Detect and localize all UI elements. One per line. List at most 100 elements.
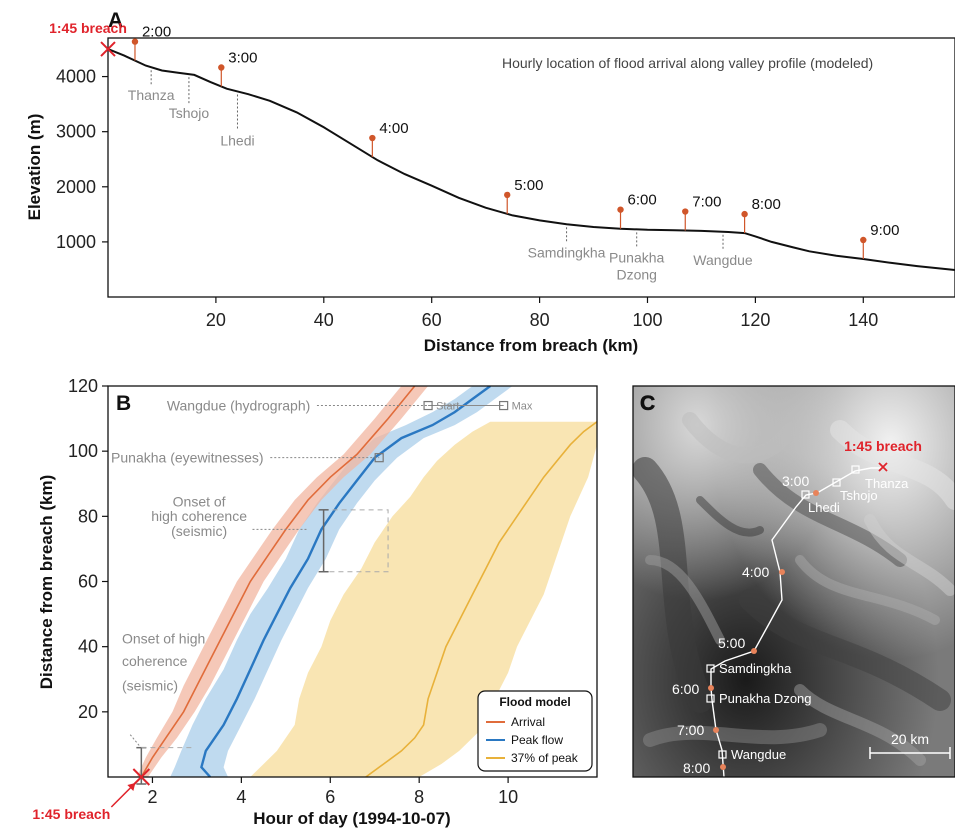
panel-b-legend: Flood model Arrival Peak flow 37% of pea… (477, 690, 593, 772)
y-tick-label-3000: 3000 (56, 122, 96, 142)
legend-title: Flood model (499, 695, 570, 709)
panel-b-y-label: Distance from breach (km) (37, 475, 56, 689)
map-place-wangdue: Wangdue (731, 747, 786, 762)
b-y-tick-label-40: 40 (78, 637, 98, 657)
map-place-marker-tshojo (832, 478, 841, 487)
wangdue-start-marker (423, 400, 433, 411)
panel-a-frame (107, 37, 955, 298)
hour-marker-2-00: 2:00 (131, 24, 171, 61)
map-hours: 3:00 4:00 5:00 6:00 7:00 8:00 (672, 473, 819, 776)
elevation-profile-line (108, 48, 955, 271)
seismic-lower-leader (129, 734, 140, 746)
breach-label-b: 1:45 breach (32, 806, 110, 822)
map-places: Thanza Tshojo Lhedi Samdingkha Punakha D… (706, 465, 909, 762)
panel-c: C 1:45 breach Thanza Tshojo Lhedi Samdin… (632, 385, 955, 778)
legend-label-arrival: Arrival (511, 715, 545, 729)
punakha-marker (374, 453, 384, 463)
panel-a-title: Hourly location of flood arrival along v… (502, 55, 873, 71)
b-y-tick-label-20: 20 (78, 702, 98, 722)
place-label-punakha: Punakha (609, 249, 664, 265)
map-hour-8: 8:00 (683, 760, 710, 776)
line-37-of-peak (365, 421, 597, 777)
map-breach-label: 1:45 breach (844, 438, 922, 454)
map-breach: 1:45 breach (844, 438, 922, 472)
panel-b-uncertainty-bands (136, 386, 597, 777)
seismic-label-3: (seismic) (171, 523, 227, 539)
map-place-marker-samdingkha (706, 664, 715, 673)
panel-a: A Hourly location of flood arrival along… (25, 9, 955, 355)
panel-b-observations: Wangdue (hydrograph) Start Max Punakha (eye… (111, 398, 533, 785)
place-tshojo: Tshojo (169, 77, 209, 121)
x-tick-label-100: 100 (632, 310, 662, 330)
b-x-tick-label-8: 8 (414, 787, 424, 807)
wangdue-label: Wangdue (hydrograph) (167, 398, 310, 414)
panel-b-x-ticks: 2 4 6 8 10 (147, 777, 518, 807)
hour-marker-7-00: 7:00 (682, 194, 721, 231)
band-37-of-peak (250, 421, 597, 777)
place-label-thanza: Thanza (128, 87, 175, 103)
y-tick-label-1000: 1000 (56, 232, 96, 252)
map-place-lhedi: Lhedi (808, 500, 840, 515)
place-thanza: Thanza (128, 70, 175, 103)
panel-b: B 2 4 6 8 10 20 40 60 80 100 120 Hour of day (199… (32, 376, 598, 828)
b-x-tick-label-10: 10 (498, 787, 518, 807)
hour-label-6-00: 6:00 (628, 192, 657, 209)
place-label2-dzong: Dzong (616, 266, 656, 282)
b-y-tick-label-120: 120 (68, 376, 98, 396)
place-samdingkha: Samdingkha (528, 227, 606, 260)
hour-label-4-00: 4:00 (379, 120, 408, 137)
map-place-punakha-dzong: Punakha Dzong (719, 691, 812, 706)
panel-a-x-label: Distance from breach (km) (424, 336, 638, 355)
x-tick-label-140: 140 (848, 310, 878, 330)
terrain-map (633, 386, 955, 777)
map-hour-dot-4 (779, 569, 785, 575)
map-breach-marker (878, 462, 888, 472)
seismic-lower-label-1: Onset of high (122, 630, 205, 646)
legend-label-37-peak: 37% of peak (511, 751, 579, 765)
line-peak-flow (200, 386, 492, 777)
legend-label-peak-flow: Peak flow (511, 733, 563, 747)
x-tick-label-20: 20 (206, 310, 226, 330)
b-x-tick-label-6: 6 (325, 787, 335, 807)
panel-a-y-label: Elevation (m) (25, 114, 44, 221)
panel-c-letter: C (640, 392, 655, 415)
map-place-samdingkha: Samdingkha (719, 661, 792, 676)
map-hour-5: 5:00 (718, 635, 745, 651)
wangdue-start-label: Start (436, 401, 459, 413)
legend-box (477, 690, 593, 772)
hour-label-8-00: 8:00 (752, 196, 781, 213)
flood-route-line (710, 467, 883, 777)
map-hour-dot-8 (720, 764, 726, 770)
breach-arrowhead-b (127, 783, 136, 791)
x-tick-label-120: 120 (740, 310, 770, 330)
map-hour-4: 4:00 (742, 564, 769, 580)
map-place-marker-wangdue (718, 750, 727, 759)
seismic-label-1: Onset of (173, 494, 226, 510)
hour-marker-4-00: 4:00 (369, 120, 409, 158)
map-hour-6: 6:00 (672, 681, 699, 697)
panel-a-y-ticks: 1000 2000 3000 4000 (56, 67, 108, 252)
hour-label-5-00: 5:00 (514, 177, 543, 194)
map-place-marker-thanza (851, 465, 860, 474)
y-tick-label-4000: 4000 (56, 67, 96, 87)
panel-b-breach: 1:45 breach (32, 768, 151, 822)
wangdue-max-marker (499, 400, 509, 411)
hour-marker-3-00: 3:00 (218, 49, 257, 87)
map-place-marker-lhedi (801, 490, 810, 499)
b-y-tick-label-80: 80 (78, 506, 98, 526)
b-y-tick-label-100: 100 (68, 441, 98, 461)
hour-marker-8-00: 8:00 (741, 196, 781, 234)
map-hour-dot-7 (713, 727, 719, 733)
breach-label-a: 1:45 breach (49, 20, 127, 36)
seismic-lower-label-3: (seismic) (122, 678, 178, 694)
hour-label-7-00: 7:00 (692, 194, 721, 211)
hour-label-2-00: 2:00 (142, 24, 171, 41)
map-place-thanza: Thanza (865, 476, 909, 491)
map-hour-3: 3:00 (782, 473, 809, 489)
b-x-tick-label-4: 4 (236, 787, 246, 807)
map-hour-dot-3 (813, 490, 819, 496)
hour-marker-5-00: 5:00 (504, 177, 543, 214)
hour-label-3-00: 3:00 (228, 49, 257, 66)
map-hour-7: 7:00 (677, 722, 704, 738)
